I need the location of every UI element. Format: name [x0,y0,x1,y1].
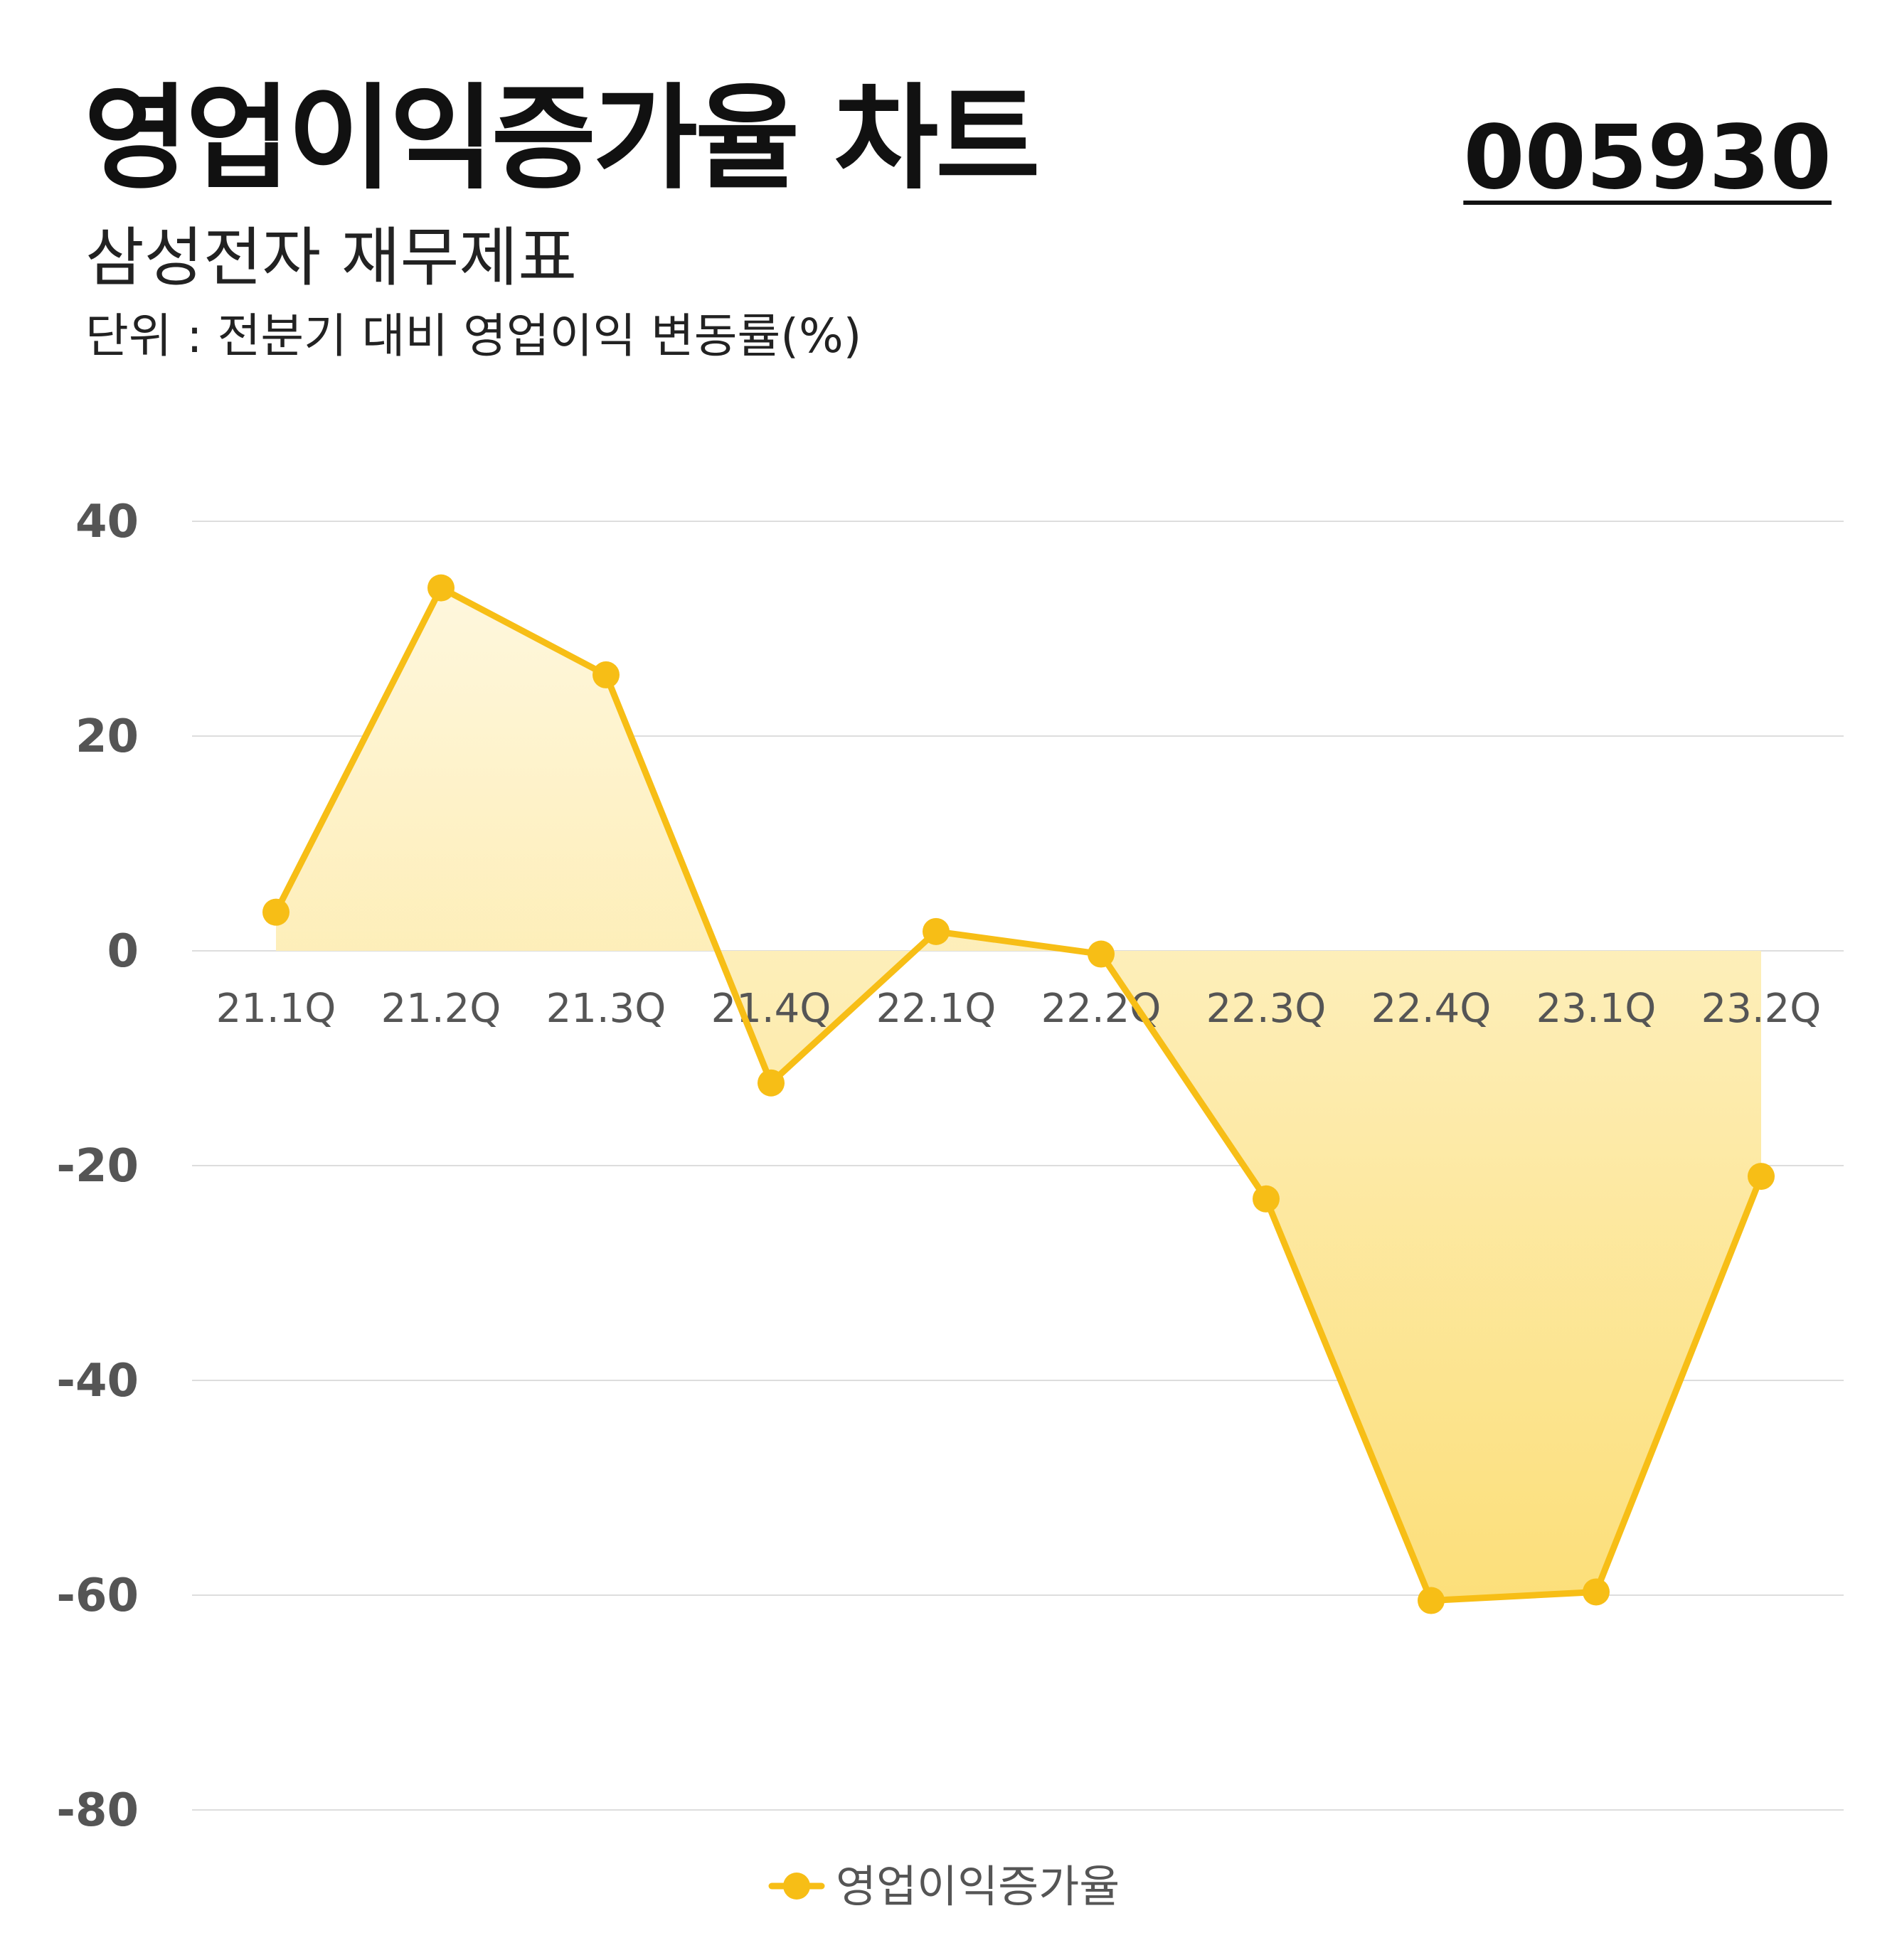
data-point [923,917,950,945]
area-fill-shape [276,587,1761,1601]
legend-label: 영업이익증가율 [836,1860,1120,1912]
data-point [427,574,455,602]
x-axis-ticks: 21.1Q 21.2Q 21.3Q 21.4Q 22.1Q 22.2Q 22.3Q 22.4Q… [216,986,1822,1032]
data-point [1583,1578,1610,1606]
x-tick-label: 21.2Q [381,986,501,1032]
x-tick-label: 23.1Q [1536,986,1657,1032]
y-tick-label: -20 [56,1140,139,1193]
y-tick-label: 40 [75,496,139,548]
page-title: 영업이익증가율 차트 [84,72,1041,205]
y-tick-label: 0 [107,925,139,978]
series-line [272,585,1765,1604]
data-point [1418,1587,1445,1614]
y-tick-label: 20 [75,710,139,763]
data-point [1253,1185,1280,1213]
x-tick-label: 21.1Q [216,986,336,1032]
unit-label: 단위 : 전분기 대비 영업이익 변동률(%) [85,309,862,363]
x-tick-label: 22.2Q [1041,986,1162,1032]
x-tick-label: 23.2Q [1701,986,1822,1032]
x-tick-label: 21.3Q [546,986,666,1032]
page-subtitle: 삼성전자 재무제표 [85,220,578,295]
x-tick-label: 21.4Q [711,986,831,1032]
x-tick-label: 22.3Q [1206,986,1327,1032]
area-fill [276,587,1761,1601]
series-line-path [272,585,1765,1604]
x-tick-label: 22.1Q [876,986,997,1032]
series-points [262,574,1775,1614]
data-point [1748,1163,1775,1191]
y-tick-label: -80 [56,1784,139,1837]
ticker-code: 005930 [1463,107,1832,209]
y-tick-label: -40 [56,1355,139,1407]
data-point [593,661,620,688]
y-tick-label: -60 [56,1570,139,1622]
x-tick-label: 22.4Q [1371,986,1492,1032]
data-point [262,898,289,926]
y-axis-ticks: 40 20 0 -20 -40 -60 -80 [56,496,139,1837]
legend-marker [783,1873,810,1900]
legend: 영업이익증가율 [768,1860,1120,1912]
data-point [1088,940,1115,968]
data-point [758,1069,785,1097]
